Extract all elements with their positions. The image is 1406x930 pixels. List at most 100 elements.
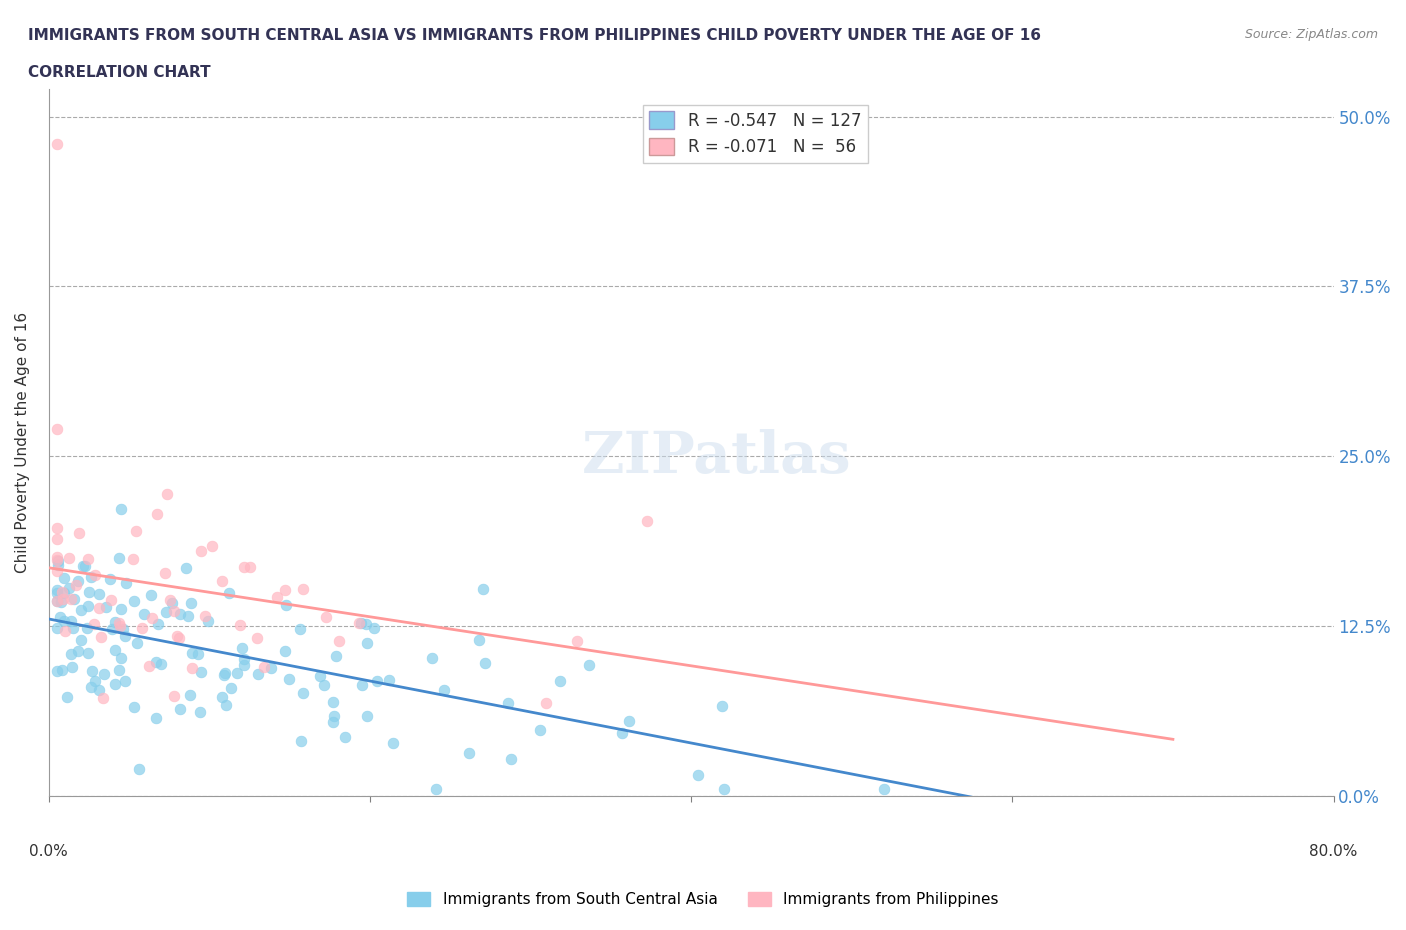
Point — [45, 549, 67, 564]
Point — [83, 674, 105, 689]
Point — [53, 570, 76, 585]
Point — [49, 610, 72, 625]
Point — [146, 507, 169, 522]
Point — [104, 643, 127, 658]
Text: CORRELATION CHART: CORRELATION CHART — [28, 65, 211, 80]
Point — [77, 599, 100, 614]
Point — [80, 680, 103, 695]
Point — [110, 618, 132, 633]
Point — [322, 709, 344, 724]
Point — [433, 683, 456, 698]
Point — [610, 725, 633, 740]
Point — [187, 646, 209, 661]
Point — [52, 591, 75, 606]
Point — [713, 782, 735, 797]
Point — [292, 582, 315, 597]
Point — [425, 782, 447, 797]
Point — [59, 592, 82, 607]
Point — [70, 632, 93, 647]
Point — [110, 502, 132, 517]
Point — [382, 736, 405, 751]
Point — [108, 616, 131, 631]
Point — [290, 734, 312, 749]
Point — [83, 617, 105, 631]
Point — [274, 583, 297, 598]
Point — [496, 696, 519, 711]
Point — [51, 594, 73, 609]
Point — [253, 659, 276, 674]
Point — [146, 617, 169, 631]
Point — [233, 658, 256, 672]
Point — [229, 618, 252, 632]
Point — [177, 608, 200, 623]
Point — [247, 666, 270, 681]
Point — [110, 650, 132, 665]
Point — [131, 620, 153, 635]
Point — [89, 601, 111, 616]
Point — [46, 558, 69, 573]
Point — [211, 574, 233, 589]
Point — [218, 586, 240, 601]
Text: Source: ZipAtlas.com: Source: ZipAtlas.com — [1244, 28, 1378, 41]
Point — [90, 630, 112, 644]
Point — [710, 698, 733, 713]
Point — [93, 667, 115, 682]
Point — [211, 689, 233, 704]
Point — [322, 695, 344, 710]
Point — [190, 664, 212, 679]
Point — [59, 646, 82, 661]
Point — [138, 659, 160, 674]
Point — [363, 620, 385, 635]
Point — [274, 644, 297, 658]
Legend: Immigrants from South Central Asia, Immigrants from Philippines: Immigrants from South Central Asia, Immi… — [401, 885, 1005, 913]
Y-axis label: Child Poverty Under the Age of 16: Child Poverty Under the Age of 16 — [15, 312, 30, 573]
Point — [181, 645, 204, 660]
Point — [87, 683, 110, 698]
Point — [45, 421, 67, 436]
Point — [62, 659, 84, 674]
Point — [333, 730, 356, 745]
Point — [219, 681, 242, 696]
Point — [232, 651, 254, 666]
Point — [309, 668, 332, 683]
Point — [100, 592, 122, 607]
Point — [65, 578, 87, 592]
Point — [163, 688, 186, 703]
Point — [104, 676, 127, 691]
Point — [66, 644, 89, 658]
Point — [290, 622, 312, 637]
Point — [166, 629, 188, 644]
Point — [58, 580, 80, 595]
Point — [565, 634, 588, 649]
Point — [260, 660, 283, 675]
Point — [125, 523, 148, 538]
Point — [155, 565, 177, 580]
Point — [45, 586, 67, 601]
Point — [80, 663, 103, 678]
Point — [314, 677, 336, 692]
Point — [474, 656, 496, 671]
Text: ZIPatlas: ZIPatlas — [582, 429, 852, 485]
Point — [60, 614, 83, 629]
Point — [501, 751, 523, 766]
Point — [420, 650, 443, 665]
Point — [160, 595, 183, 610]
Point — [80, 569, 103, 584]
Point — [141, 610, 163, 625]
Point — [46, 564, 69, 578]
Point — [63, 591, 86, 606]
Point — [51, 585, 73, 600]
Point — [350, 616, 373, 631]
Point — [73, 559, 96, 574]
Point — [84, 568, 107, 583]
Text: 80.0%: 80.0% — [1309, 844, 1358, 858]
Point — [266, 590, 288, 604]
Point — [110, 602, 132, 617]
Point — [159, 592, 181, 607]
Point — [58, 551, 80, 565]
Point — [214, 668, 236, 683]
Point — [115, 576, 138, 591]
Point — [45, 531, 67, 546]
Point — [188, 705, 211, 720]
Point — [139, 588, 162, 603]
